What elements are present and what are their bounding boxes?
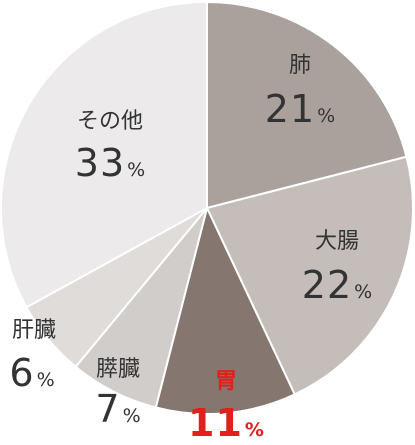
label-pancreas-name: 膵臓 (96, 357, 140, 382)
label-liver: 肝臓 6% (9, 318, 56, 395)
label-liver-unit: % (37, 369, 55, 391)
label-colon-value: 22% (302, 263, 372, 307)
label-other-name: その他 (77, 109, 143, 134)
label-colon-unit: % (354, 281, 372, 303)
label-stomach-unit: % (245, 419, 264, 441)
label-lung-number: 21 (265, 87, 315, 131)
label-lung-unit: % (317, 105, 335, 127)
label-liver-value: 6% (9, 351, 54, 395)
label-lung-value: 21% (265, 87, 335, 131)
label-pancreas: 膵臓 7% (95, 357, 140, 431)
label-colon: 大腸 22% (302, 229, 372, 307)
label-lung: 肺 21% (265, 53, 335, 131)
label-pancreas-value: 7% (95, 387, 140, 431)
label-liver-name: 肝臓 (12, 318, 56, 343)
label-other-unit: % (127, 159, 145, 181)
label-other-value: 33% (75, 141, 145, 185)
label-pancreas-unit: % (123, 405, 141, 427)
slice-stomach (154, 205, 297, 415)
label-liver-number: 6 (9, 351, 34, 395)
label-stomach-value: 11% (188, 401, 264, 445)
label-stomach-name: 胃 (215, 369, 237, 394)
label-stomach-number: 11 (188, 401, 243, 445)
slice-colon (205, 155, 414, 396)
slice-other (0, 0, 208, 309)
label-pancreas-number: 7 (95, 387, 120, 431)
pie-slices (0, 0, 414, 415)
label-other-number: 33 (75, 141, 125, 185)
label-other: その他 33% (75, 109, 145, 185)
label-colon-number: 22 (302, 263, 352, 307)
label-stomach: 胃 11% (188, 369, 264, 445)
label-lung-name: 肺 (289, 53, 311, 78)
label-colon-name: 大腸 (315, 229, 359, 254)
slice-lung (206, 0, 408, 210)
